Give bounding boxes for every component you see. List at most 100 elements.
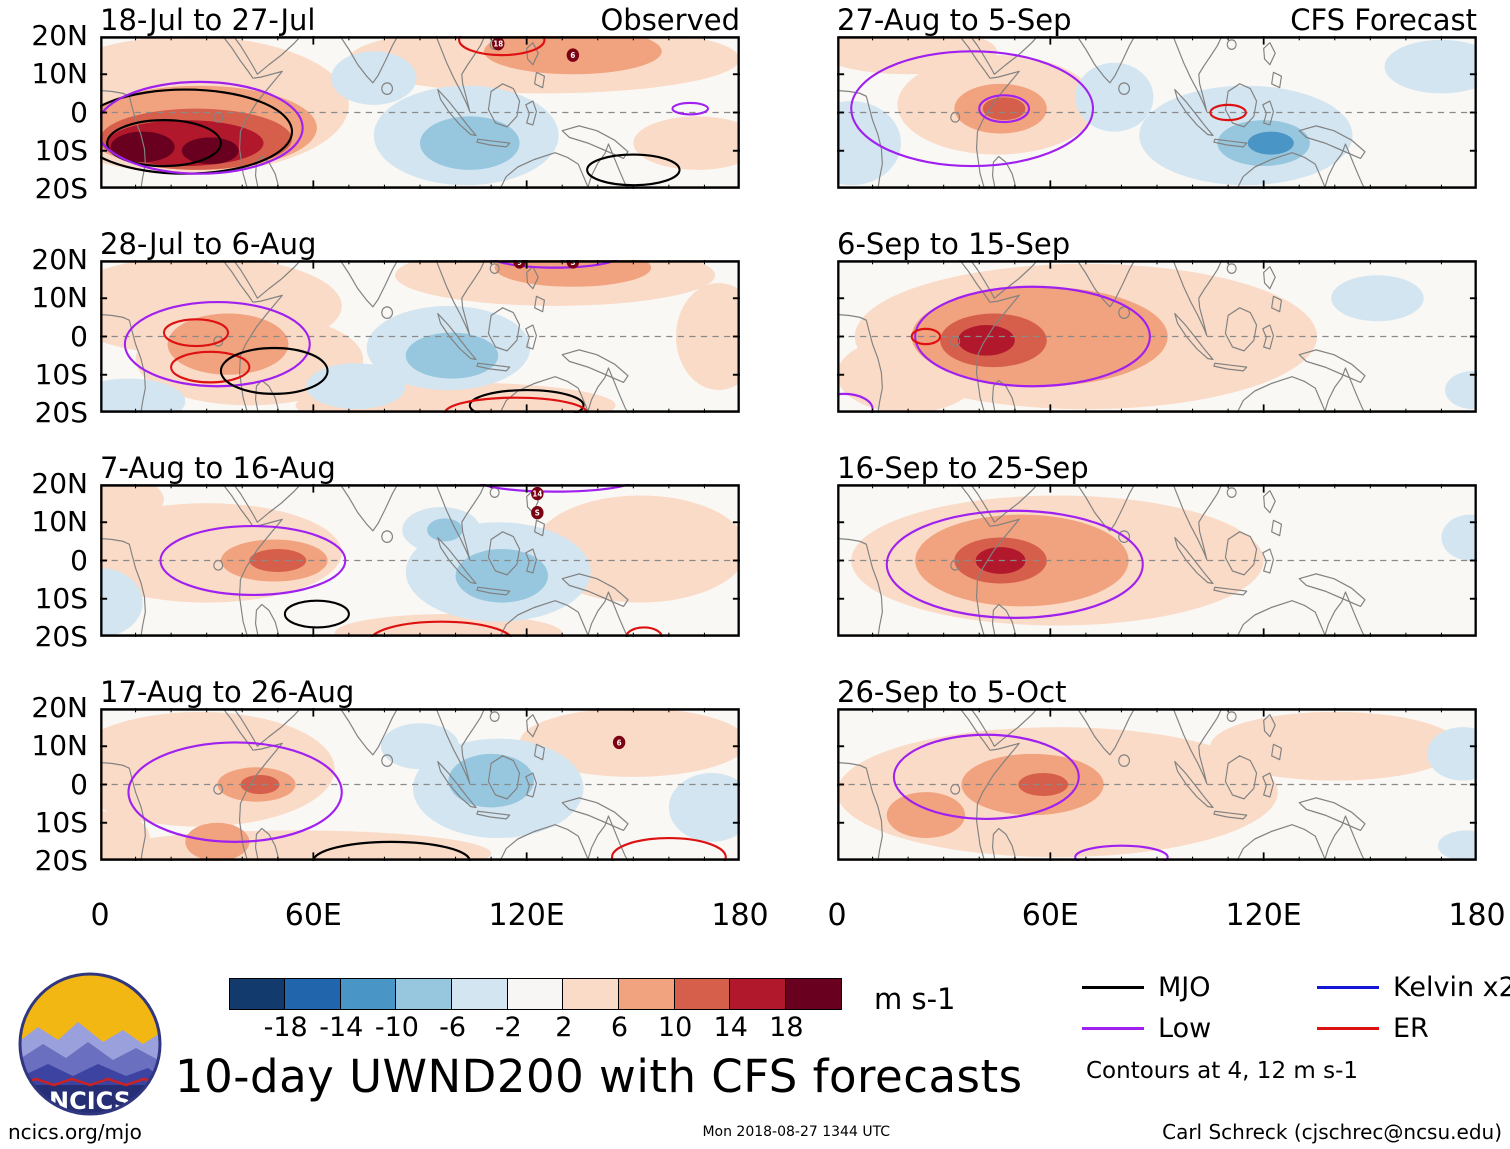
anomaly-shading [982,97,1026,121]
low-contour [100,80,304,175]
anomaly-shading [1018,773,1069,796]
colorbar-tick-label: -10 [374,1012,419,1043]
colorbar-segment [284,978,342,1010]
low-contour [159,524,347,597]
anomaly-shading [100,811,150,861]
panel-border [837,484,1477,637]
panel-border [100,708,740,861]
y-tick-label: 10N [31,281,88,315]
low-contour [478,484,632,493]
colorbar-tick-label: -2 [494,1012,522,1043]
x-axis-labels: 0 60E 120E 180 [827,898,1505,938]
colorbar-segment [673,978,731,1010]
y-tick-label: 10S [34,133,88,167]
anomaly-shading [1384,39,1477,94]
anomaly-shading [676,282,740,391]
anomaly-shading [1445,370,1477,410]
er-contour [370,620,513,637]
map-panel [837,484,1477,637]
x-tick-label: 120E [1225,898,1302,933]
column-forecast: 27-Aug to 5-Sep CFS Forecast 6-Sep to 15… [827,2,1505,938]
mjo-contour [312,840,471,861]
er-contour [910,327,942,346]
panel-border [837,36,1477,189]
low-contour [978,94,1031,124]
ncics-logo: NCICS [18,972,162,1116]
y-axis-labels: 20N 10N 0 10S 20S [8,691,100,877]
x-axis-labels: 0 60E 120E 180 [90,898,768,938]
column-header-forecast: CFS Forecast [1290,3,1477,37]
y-tick-label: 20N [31,690,88,724]
colorbar-tick-label: 2 [555,1012,573,1043]
y-tick-label: 0 [70,319,88,353]
legend-item-kelvin: Kelvin x2 [1317,972,1510,1003]
panel-border [837,260,1477,413]
y-tick-label: 10N [31,57,88,91]
colorbar-tick-label: -18 [263,1012,308,1043]
y-tick-label: 20S [34,619,88,653]
storm-marker: S [531,505,544,520]
anomaly-shading [1441,514,1477,561]
svg-text:S: S [535,508,540,517]
panel-title: 26-Sep to 5-Oct [837,675,1067,709]
low-contour [850,50,1095,168]
anomaly-shading [110,131,175,163]
storm-marker: 6 [566,48,580,62]
anomaly-shading [306,363,406,410]
anomaly-shading [405,332,499,379]
contour-legend: MJO Kelvin x2 Low ER [1082,972,1510,1044]
panel-title: 16-Sep to 25-Sep [837,451,1089,485]
storm-marker: 18 [492,36,505,51]
svg-text:18: 18 [493,39,503,48]
low-contour [1074,844,1169,861]
anomaly-shading [886,792,965,839]
y-axis-labels: 20N 10N 0 10S 20S [8,243,100,429]
anomaly-shading [957,325,1015,356]
er-contour [1209,103,1247,122]
contour-note: Contours at 4, 12 m s-1 [1086,1058,1359,1084]
colorbar-tick-label: 14 [713,1012,748,1043]
er-contour [625,626,663,637]
x-tick-label: 120E [488,898,565,933]
y-tick-label: 20S [34,171,88,205]
panel-title: 18-Jul to 27-Jul [100,3,316,37]
svg-text:S: S [570,260,575,267]
y-tick-label: 20N [31,242,88,276]
legend-item-low: Low [1082,1013,1317,1044]
anomaly-shading [331,51,417,105]
x-tick-label: 60E [284,898,342,933]
y-tick-label: 20S [34,395,88,429]
legend-item-er: ER [1317,1013,1510,1044]
colorbar-tick-label: -6 [439,1012,466,1043]
panel-L4: 17-Aug to 26-Aug 20N 10N 0 10S 20S 6 [8,674,740,877]
low-contour [492,260,618,269]
svg-text:6: 6 [570,51,575,60]
colorbar [228,978,843,1010]
map-panel [837,36,1477,189]
low-contour [123,300,311,388]
low-contour [885,509,1144,619]
svg-text:9: 9 [517,260,522,267]
panel-R3: 16-Sep to 25-Sep [837,450,1477,637]
er-contour [162,318,230,348]
y-tick-label: 0 [70,543,88,577]
x-tick-label: 60E [1021,898,1079,933]
mjo-contour [219,346,329,395]
er-contour [443,396,589,413]
anomaly-shading [240,774,280,795]
colorbar-segment [506,978,564,1010]
legend-item-mjo: MJO [1082,972,1317,1003]
x-tick-label: 0 [827,898,847,933]
footer-credit: Carl Schreck (cjschrec@ncsu.edu) [1162,1120,1502,1144]
anomaly-shading [100,484,164,523]
storm-marker: 14 [531,486,544,501]
y-axis-labels: 20N 10N 0 10S 20S [8,467,100,653]
y-tick-label: 10S [34,805,88,839]
anomaly-shading [181,137,239,165]
anomaly-shading [380,723,460,770]
legend-label: ER [1393,1013,1429,1044]
y-tick-label: 20N [31,466,88,500]
panel-R1: 27-Aug to 5-Sep CFS Forecast [837,2,1477,189]
panel-title: 28-Jul to 6-Aug [100,227,317,261]
